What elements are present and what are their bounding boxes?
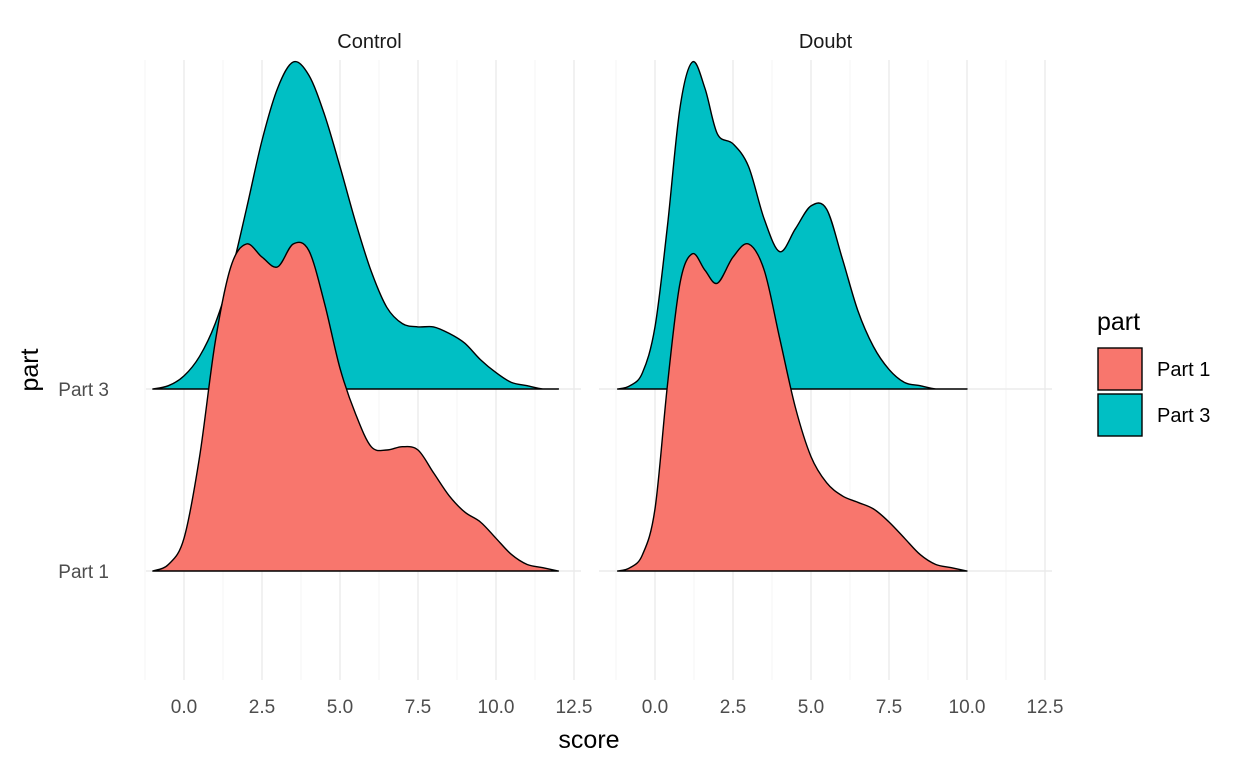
x-tick-label: 5.0: [327, 697, 353, 718]
x-tick-label: 2.5: [249, 697, 275, 718]
text-layer: Control Doubt Part 1 Part 3 score part: [16, 31, 853, 754]
y-axis-title: part: [16, 348, 44, 391]
panel-title-control: Control: [337, 31, 401, 53]
legend-key-part-1: [1097, 347, 1143, 391]
legend-label-part-3: Part 3: [1157, 405, 1210, 427]
legend-title: part: [1097, 308, 1140, 336]
x-tick-label: 12.5: [1027, 697, 1064, 718]
x-tick-layer: 0.0 2.5 5.0 7.5 10.0 12.5 0.0 2.5 5.0 7.5 10.0 12.5: [171, 697, 1064, 718]
x-tick-label: 10.0: [949, 697, 986, 718]
x-tick-label: 7.5: [876, 697, 902, 718]
y-tick-label-part-3: Part 3: [58, 380, 109, 401]
x-tick-label: 0.0: [171, 697, 197, 718]
x-axis-title: score: [558, 726, 619, 754]
x-tick-label: 10.0: [478, 697, 515, 718]
legend: part Part 1 Part 3: [1097, 308, 1210, 437]
legend-key-part-3: [1097, 393, 1143, 437]
ridge-control-part-1: [152, 241, 560, 572]
ridge-doubt-part-3: [616, 60, 968, 390]
x-tick-label: 7.5: [405, 697, 431, 718]
ridge-layer: [152, 60, 968, 572]
ridge-control-part-3: [152, 60, 560, 390]
panel-title-doubt: Doubt: [799, 31, 853, 53]
x-tick-label: 2.5: [720, 697, 746, 718]
x-tick-label: 0.0: [642, 697, 668, 718]
y-tick-label-part-1: Part 1: [58, 562, 109, 583]
x-tick-label: 12.5: [556, 697, 593, 718]
ridge-doubt-part-1: [616, 242, 968, 572]
x-tick-label: 5.0: [798, 697, 824, 718]
legend-label-part-1: Part 1: [1157, 359, 1210, 381]
